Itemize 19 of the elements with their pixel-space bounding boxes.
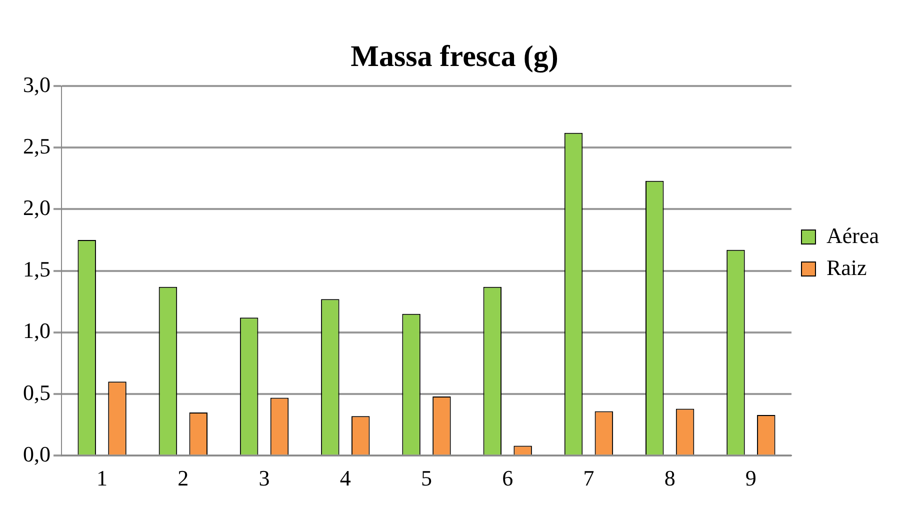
y-tick-label: 2,0	[23, 194, 50, 220]
y-tick-label: 0,5	[23, 380, 50, 405]
x-tick-label: 1	[96, 466, 108, 491]
y-tick-label: 3,0	[23, 72, 50, 97]
x-tick-label: 7	[583, 466, 594, 491]
x-tick-label: 9	[745, 466, 756, 491]
y-tick-label: 1,0	[23, 318, 50, 344]
y-tick-label: 0,0	[23, 441, 50, 466]
x-tick-label: 5	[420, 466, 432, 491]
x-tick-label: 3	[258, 466, 270, 491]
x-tick-label: 8	[664, 466, 676, 491]
y-tick-label: 2,5	[23, 133, 50, 158]
chart-title: Massa fresca (g)	[350, 40, 558, 73]
y-tick-label: 1,5	[23, 256, 50, 282]
legend-label: Raiz	[826, 254, 868, 280]
legend-label: Aérea	[826, 222, 880, 248]
x-tick-label: 6	[502, 466, 514, 491]
x-tick-label: 2	[178, 466, 189, 491]
x-tick-label: 4	[340, 466, 351, 491]
